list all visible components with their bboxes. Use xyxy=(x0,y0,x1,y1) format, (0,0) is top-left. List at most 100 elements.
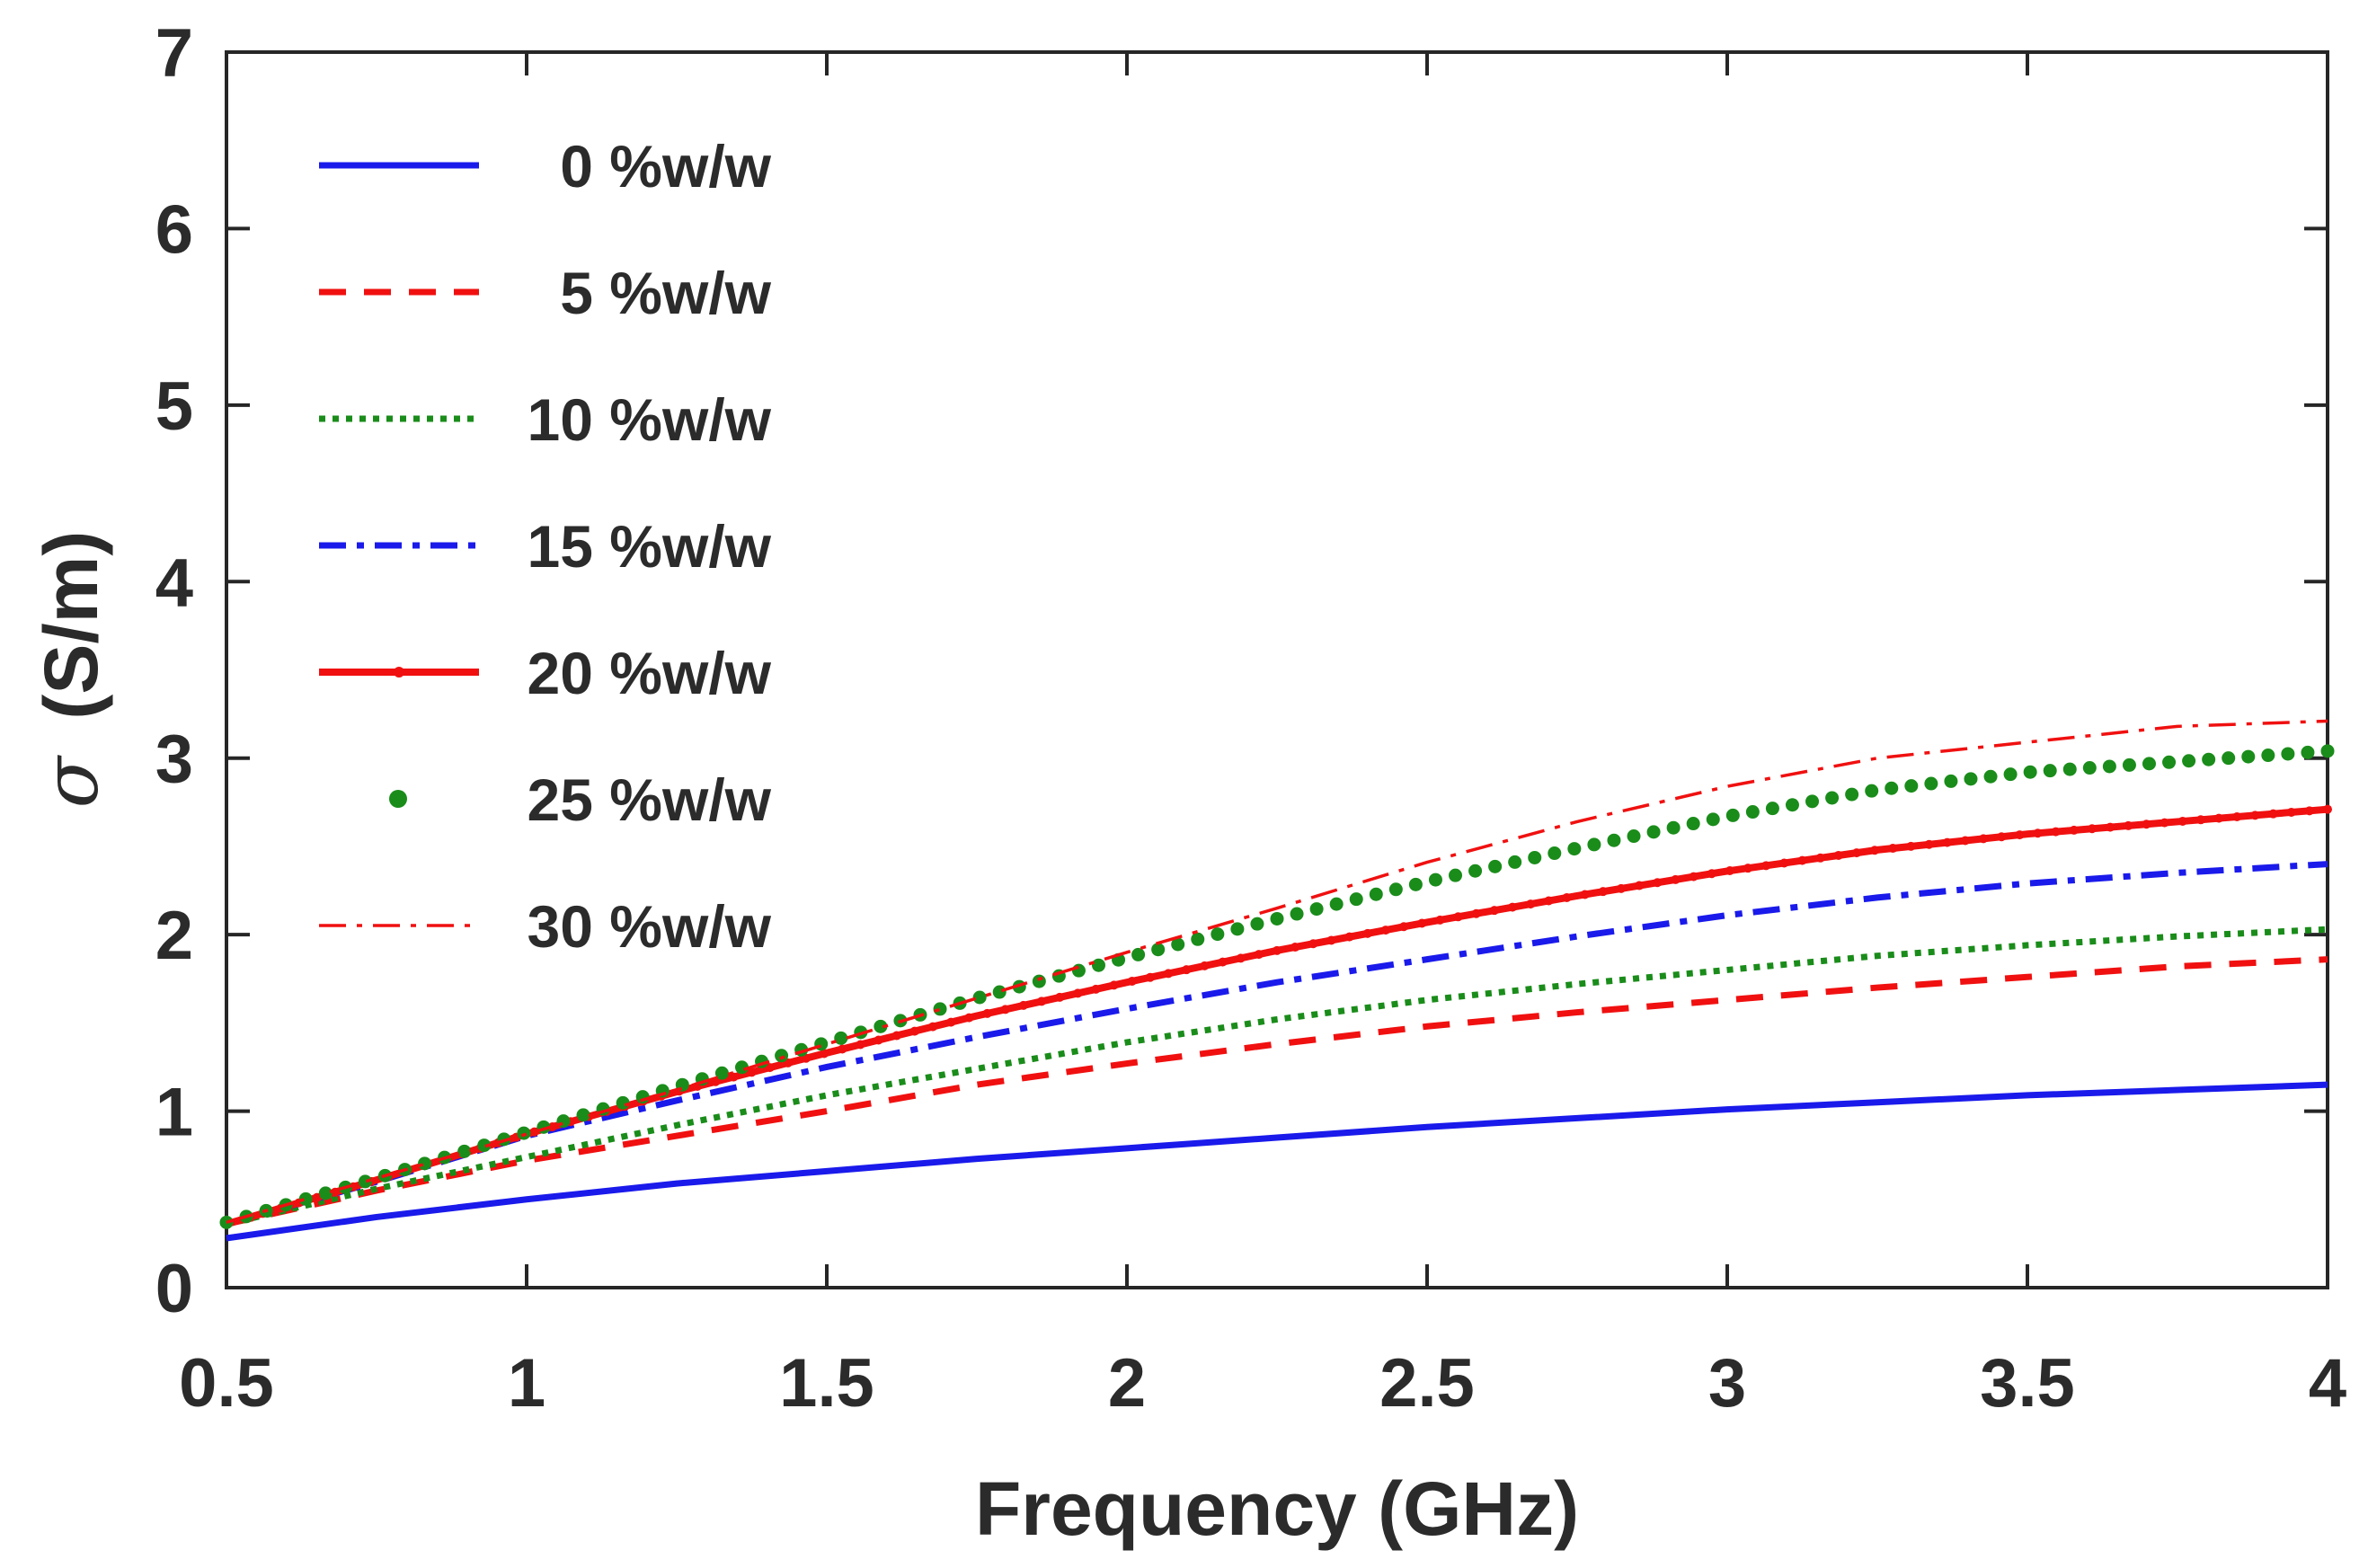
series-marker xyxy=(2142,819,2151,829)
x-tick-label: 0.5 xyxy=(179,1345,274,1422)
series-marker xyxy=(1471,908,1481,918)
series-marker xyxy=(2323,804,2332,814)
series-marker xyxy=(1924,839,1934,849)
series-marker xyxy=(1646,825,1661,839)
series-line-0-w-w xyxy=(226,1081,2328,1242)
series-marker xyxy=(1236,953,1246,963)
series-marker xyxy=(1270,911,1284,926)
series-marker xyxy=(1073,988,1083,998)
series-marker xyxy=(1191,932,1205,946)
series-marker xyxy=(2162,755,2177,769)
x-tick-label: 3.5 xyxy=(1980,1345,2075,1422)
legend-label: 5 %w/w xyxy=(560,260,771,326)
series-marker xyxy=(891,1031,901,1041)
series-marker xyxy=(982,1008,992,1018)
series-marker xyxy=(1000,1005,1010,1014)
series-marker xyxy=(2286,807,2296,817)
series-marker xyxy=(1273,945,1282,955)
series-marker xyxy=(1428,873,1442,887)
series-marker xyxy=(1765,802,1779,816)
series-marker xyxy=(2051,827,2061,837)
y-axis-title: σ (S/m) xyxy=(27,531,115,809)
series-marker xyxy=(1942,837,1952,847)
series-marker xyxy=(2106,822,2115,832)
y-tick-label: 5 xyxy=(155,368,193,445)
series-marker xyxy=(1290,943,1300,952)
series-marker xyxy=(1906,841,1916,851)
series-marker xyxy=(2122,757,2136,772)
legend-label: 30 %w/w xyxy=(528,893,772,960)
legend-item: 10 %w/w xyxy=(319,386,772,453)
series-marker xyxy=(2015,830,2025,840)
series-marker xyxy=(1979,834,1989,844)
series-marker xyxy=(576,1108,590,1122)
series-marker xyxy=(1131,947,1146,961)
y-axis-unit: (S/m) xyxy=(29,531,113,720)
series-layer xyxy=(219,719,2335,1242)
x-tick-labels: 0.5 1 1.5 2 2.5 3 3.5 4 xyxy=(179,1345,2346,1422)
series-marker xyxy=(1488,859,1503,873)
legend-label: 25 %w/w xyxy=(528,766,772,833)
series-marker xyxy=(1449,868,1463,882)
series-marker xyxy=(1686,817,1700,831)
series-marker xyxy=(1706,812,1720,827)
series-marker xyxy=(1250,917,1264,931)
series-marker xyxy=(909,1026,919,1036)
series-marker xyxy=(1825,791,1840,805)
series-marker xyxy=(517,1126,531,1140)
series-marker xyxy=(1845,787,1859,802)
y-tick-label: 3 xyxy=(155,722,193,798)
series-marker xyxy=(2033,828,2043,838)
series-marker xyxy=(477,1138,492,1153)
series-marker xyxy=(1944,774,1958,788)
series-marker xyxy=(1127,976,1137,986)
series-marker xyxy=(1453,912,1463,922)
series-marker xyxy=(2304,806,2314,816)
series-marker xyxy=(1230,922,1245,936)
series-marker xyxy=(1526,899,1536,909)
series-marker xyxy=(1489,906,1499,916)
series-marker xyxy=(1388,882,1403,897)
series-marker xyxy=(1091,984,1101,994)
series-marker xyxy=(2261,749,2275,763)
legend-item: 20 %w/w xyxy=(319,640,772,706)
series-marker xyxy=(1091,958,1105,972)
series-30-w-w xyxy=(226,719,2328,1225)
x-tick-label: 4 xyxy=(2309,1345,2346,1422)
x-tick-label: 1 xyxy=(508,1345,545,1422)
series-marker xyxy=(1983,769,1998,784)
series-marker xyxy=(1380,926,1390,935)
series-marker xyxy=(1805,794,1820,809)
series-marker xyxy=(2082,761,2097,775)
series-marker xyxy=(1171,937,1185,952)
series-marker xyxy=(1815,853,1825,863)
series-marker xyxy=(933,1002,947,1016)
legend-label: 0 %w/w xyxy=(560,133,771,199)
series-marker xyxy=(2023,765,2037,779)
series-marker xyxy=(1888,844,1898,854)
series-marker xyxy=(1833,850,1843,860)
series-marker xyxy=(1032,974,1046,988)
legend-label: 20 %w/w xyxy=(528,640,772,706)
series-marker xyxy=(1349,892,1363,907)
series-marker xyxy=(2177,816,2187,826)
series-marker xyxy=(1254,950,1264,960)
series-marker xyxy=(1587,837,1601,852)
series-0-w-w xyxy=(226,1081,2328,1242)
series-marker xyxy=(2268,809,2278,819)
series-marker xyxy=(1745,805,1760,819)
series-marker xyxy=(1326,935,1336,945)
series-line-5-w-w xyxy=(226,956,2328,1227)
series-marker xyxy=(874,1019,888,1033)
legend-item: 30 %w/w xyxy=(319,893,772,960)
series-line-10-w-w xyxy=(226,926,2328,1227)
series-marker xyxy=(1145,972,1155,982)
series-marker xyxy=(820,1049,829,1059)
series-marker xyxy=(1362,928,1372,938)
series-marker xyxy=(1725,866,1734,876)
series-marker xyxy=(1399,922,1409,932)
series-marker xyxy=(1607,833,1621,847)
series-marker xyxy=(2222,751,2236,766)
series-marker xyxy=(1885,781,1899,795)
series-marker xyxy=(2124,820,2133,830)
